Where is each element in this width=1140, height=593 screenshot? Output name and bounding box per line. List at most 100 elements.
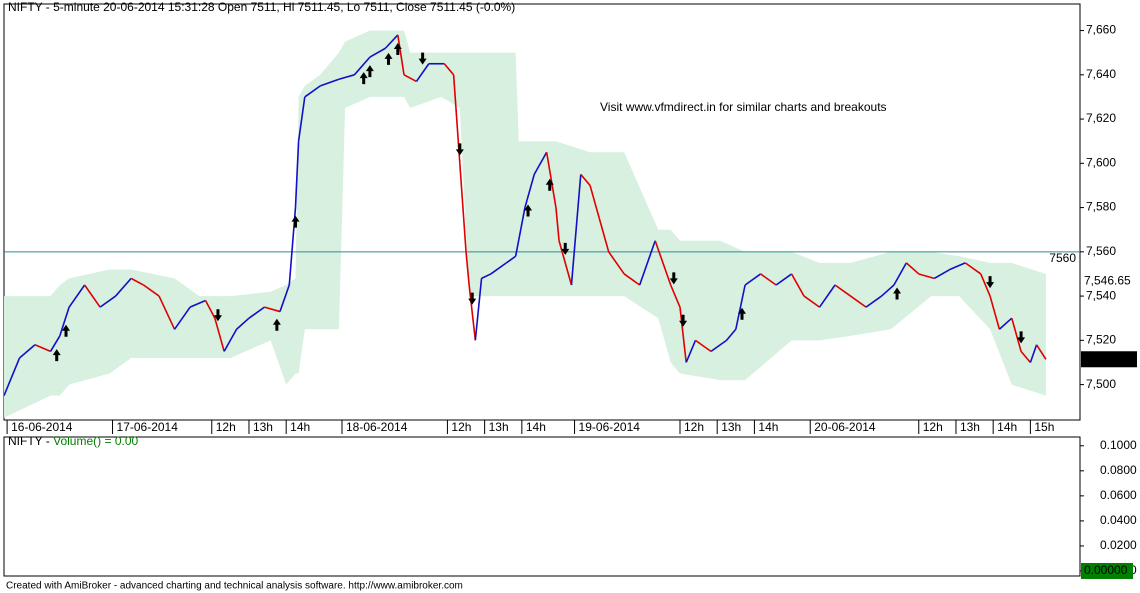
price-segment [68, 284, 86, 308]
price-segment [384, 34, 399, 49]
price-segment [481, 273, 492, 280]
price-segment [905, 262, 920, 275]
x-tick-label: 13h [253, 420, 273, 434]
buy-arrow [365, 65, 374, 78]
y-tick-label: 7,600 [1086, 155, 1116, 169]
price-segment [173, 306, 191, 330]
price-segment [710, 339, 727, 353]
price-segment [465, 251, 470, 286]
price-segment [695, 339, 712, 353]
price-segment [1029, 344, 1038, 363]
panel-title-prefix: NIFTY - [8, 434, 53, 448]
x-tick-label: 12h [216, 420, 236, 434]
sell-arrow [213, 309, 222, 322]
price-segment [545, 152, 557, 208]
price-segment [397, 34, 405, 75]
x-tick-label: 12h [684, 420, 704, 434]
y-tick-label: 7,640 [1086, 67, 1116, 81]
last-value-label: 0.00000 [1084, 563, 1128, 577]
buy-arrow [524, 204, 533, 217]
price-segment [514, 207, 526, 257]
y-tick-label: 7,620 [1086, 111, 1116, 125]
price-segment [558, 240, 573, 286]
x-tick-label: 19-06-2014 [579, 420, 641, 434]
y-tick-label: 7,560 [1086, 244, 1116, 258]
price-segment [130, 277, 144, 286]
price-segment [204, 300, 216, 319]
x-tick-label: 13h [721, 420, 741, 434]
price-segment [998, 317, 1013, 330]
price-segment [369, 47, 386, 58]
buy-arrow [738, 307, 747, 320]
channel-band [4, 30, 1046, 418]
price-segment [725, 328, 737, 341]
y-tick-label: 0.1000 [1100, 438, 1137, 452]
x-tick-label: 13h [489, 420, 509, 434]
x-tick-label: 16-06-2014 [11, 420, 73, 434]
price-segment [459, 163, 467, 252]
price-panel [3, 3, 1081, 421]
x-tick-label: 14h [526, 420, 546, 434]
sell-arrow [1017, 331, 1026, 344]
price-segment [353, 56, 371, 76]
x-tick-label: 17-06-2014 [117, 420, 179, 434]
y-tick-label: 0.0600 [1100, 488, 1137, 502]
price-segment [18, 344, 36, 359]
buy-arrow [52, 349, 61, 362]
price-segment [49, 335, 61, 352]
price-segment [3, 357, 21, 396]
price-segment [638, 240, 656, 286]
price-segment [669, 284, 681, 308]
price-segment [1035, 344, 1047, 360]
price-segment [893, 262, 908, 286]
x-tick-label: 14h [758, 420, 778, 434]
price-segment [818, 284, 836, 308]
x-tick-label: 20-06-2014 [814, 420, 876, 434]
price-segment [304, 85, 321, 98]
price-segment [608, 251, 625, 275]
price-segment [490, 262, 507, 275]
price-segment [735, 284, 746, 330]
y-tick-label: 7,540 [1086, 288, 1116, 302]
price-segment [555, 207, 560, 241]
price-segment [918, 273, 935, 280]
buy-arrow [272, 318, 281, 331]
y-tick-label: 0.0800 [1100, 463, 1137, 477]
price-segment [99, 295, 117, 308]
buy-arrow [545, 178, 554, 191]
price-segment [989, 295, 1001, 330]
price-segment [865, 295, 883, 308]
y-tick-label: 7,580 [1086, 200, 1116, 214]
y-tick-label: 7,660 [1086, 23, 1116, 37]
sell-arrow [418, 52, 427, 65]
price-segment [570, 174, 582, 286]
price-segment [850, 295, 867, 308]
price-segment [158, 295, 176, 330]
sell-arrow [468, 292, 477, 305]
price-segment [279, 284, 291, 312]
last-value-box [1081, 562, 1133, 579]
price-segment [580, 173, 591, 186]
x-tick-label: 12h [923, 420, 943, 434]
buy-arrow [893, 287, 902, 300]
price-segment [474, 278, 483, 341]
price-segment [236, 317, 250, 330]
price-segment [744, 273, 762, 286]
price-segment [297, 96, 306, 142]
y-tick-label: 7,500 [1086, 377, 1116, 391]
y-tick-label: 7,520 [1086, 333, 1116, 347]
price-segment [933, 268, 951, 280]
price-segment [524, 174, 536, 208]
buy-arrow [291, 215, 300, 228]
footer: Created with AmiBroker - advanced charti… [6, 581, 463, 592]
price-segment [760, 273, 777, 286]
price-segment [468, 284, 477, 341]
price-segment [83, 284, 101, 308]
price-segment [415, 63, 430, 82]
volume-panel [3, 436, 1081, 577]
price-segment [320, 78, 340, 87]
price-segment [803, 295, 820, 308]
price-segment [775, 273, 793, 286]
price-segment [598, 218, 610, 253]
y-tick-label: 0.0400 [1100, 513, 1137, 527]
